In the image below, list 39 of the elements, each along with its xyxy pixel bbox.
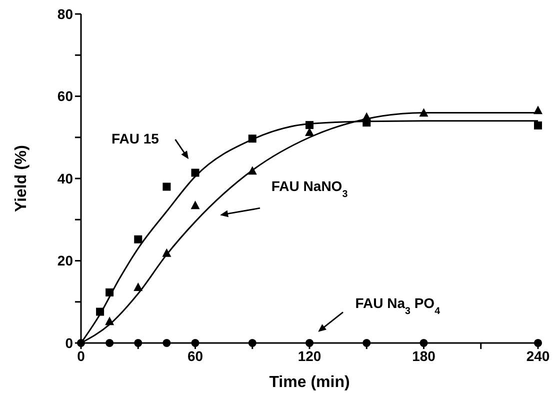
x-tick-label: 240 (526, 348, 550, 364)
point (420, 339, 428, 347)
point (534, 121, 542, 130)
text: FAU 15 (111, 130, 160, 147)
point (191, 339, 200, 347)
point (362, 339, 371, 347)
point (162, 248, 172, 257)
point (134, 235, 142, 244)
point (248, 339, 256, 347)
series-label: FAU NaNO$_{3}$ (271, 178, 348, 200)
point (134, 339, 142, 347)
x-tick-label: 120 (298, 348, 322, 364)
point (96, 308, 104, 316)
y-tick-label: 40 (57, 170, 74, 186)
point (534, 106, 542, 114)
point (191, 168, 200, 177)
point (106, 288, 114, 296)
y-tick-label: 0 (65, 334, 74, 351)
series-label: FAU Na$_{3}$PO$_{4}$ (355, 295, 441, 317)
point (248, 134, 256, 143)
x-tick-label: 60 (187, 348, 204, 364)
y-axis-title: Yield (%) (13, 145, 30, 212)
y-tick-label: 60 (57, 88, 74, 104)
point (248, 166, 257, 175)
point (105, 316, 114, 326)
point (134, 282, 143, 291)
point (362, 112, 372, 121)
x-tick-label: 0 (77, 348, 86, 364)
point (306, 121, 314, 130)
x-axis-title: Time (min) (269, 374, 350, 391)
y-tick-label: 80 (57, 6, 74, 22)
y-tick-label: 20 (57, 252, 74, 269)
point (419, 108, 428, 117)
point (190, 200, 200, 210)
point (106, 339, 114, 347)
point (162, 182, 171, 191)
x-tick-label: 180 (412, 348, 436, 364)
point (306, 339, 314, 347)
point (162, 339, 171, 347)
